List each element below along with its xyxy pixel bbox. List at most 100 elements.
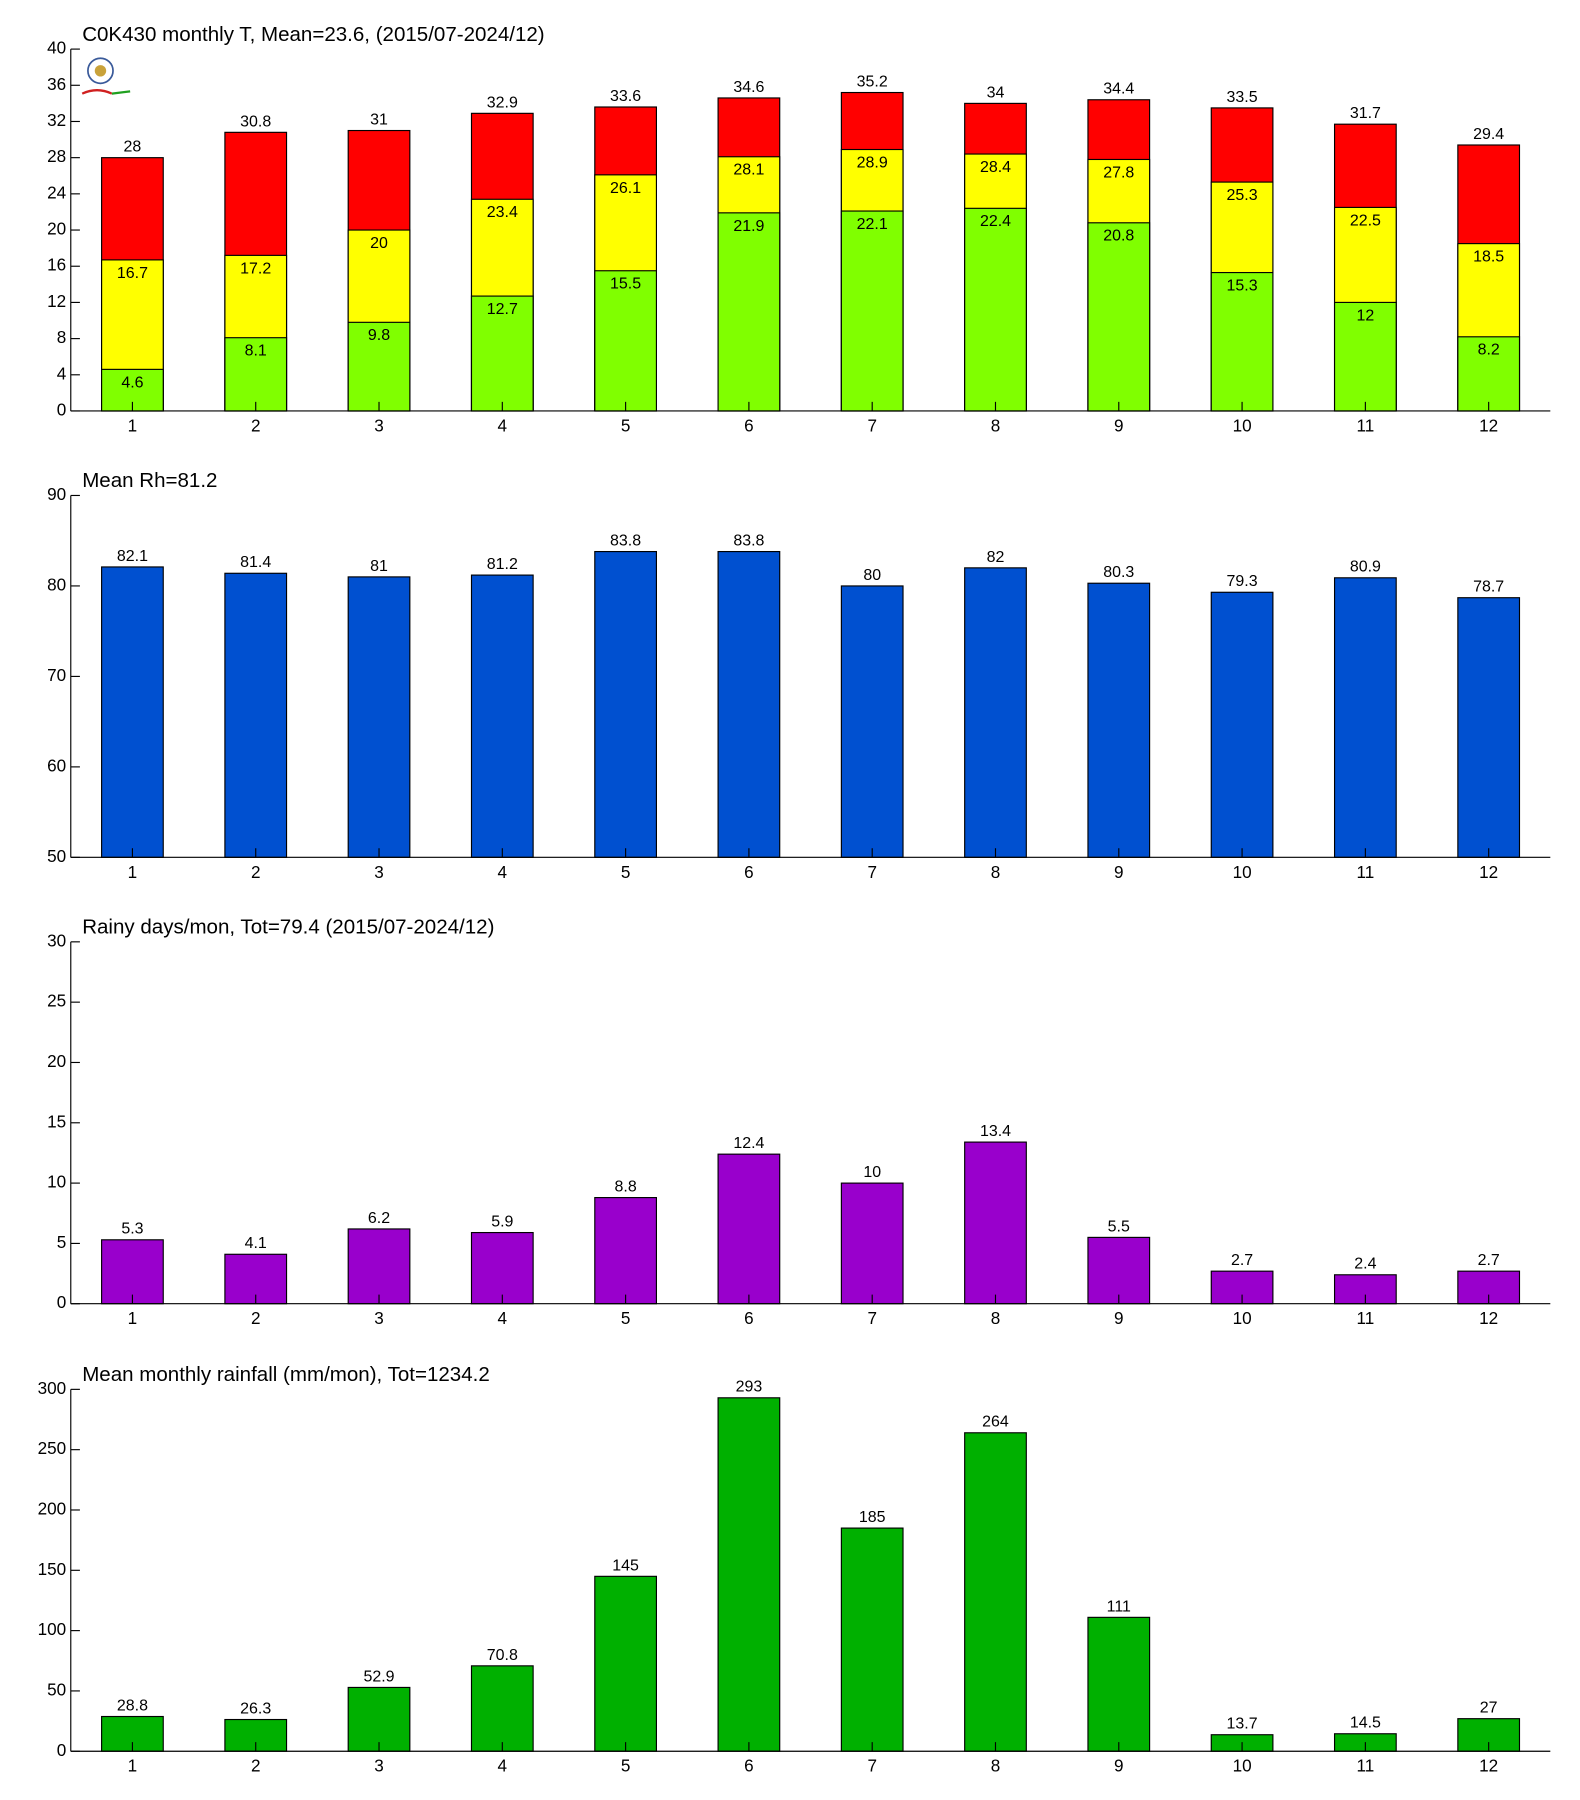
y-tick-label: 80 xyxy=(47,575,66,594)
x-tick-label: 2 xyxy=(251,863,261,882)
data-label: 2.7 xyxy=(1478,1252,1500,1269)
y-tick-label: 20 xyxy=(47,1052,66,1071)
bar xyxy=(347,321,411,412)
data-label: 35.2 xyxy=(857,73,888,90)
x-tick-label: 11 xyxy=(1356,1309,1374,1328)
x-tick-label: 10 xyxy=(1233,416,1252,435)
data-label: 81 xyxy=(370,558,388,575)
y-tick-label: 15 xyxy=(47,1112,66,1131)
bar xyxy=(470,574,534,858)
y-tick-label: 70 xyxy=(47,666,66,685)
bar xyxy=(964,567,1027,858)
x-tick-label: 9 xyxy=(1114,1309,1124,1328)
data-label: 9.8 xyxy=(368,327,390,344)
x-tick-label: 6 xyxy=(744,1309,754,1328)
data-label: 26.3 xyxy=(240,1700,271,1717)
chart-title: Mean monthly rainfall (mm/mon), Tot=1234… xyxy=(82,1363,490,1386)
x-tick-label: 12 xyxy=(1479,863,1498,882)
data-label: 81.4 xyxy=(240,554,271,571)
x-tick-label: 9 xyxy=(1114,416,1124,435)
y-tick-label: 50 xyxy=(47,847,66,866)
x-tick-label: 8 xyxy=(991,863,1001,882)
data-label: 34.4 xyxy=(1103,81,1134,98)
bar xyxy=(1457,597,1521,858)
data-label: 28.4 xyxy=(980,159,1011,176)
bar xyxy=(470,1231,534,1305)
bar xyxy=(224,337,288,412)
y-tick-label: 0 xyxy=(57,1293,67,1312)
bar xyxy=(717,1397,781,1752)
y-tick-label: 10 xyxy=(47,1173,66,1192)
data-label: 82.1 xyxy=(117,548,148,565)
data-label: 80 xyxy=(863,567,881,584)
x-tick-label: 2 xyxy=(251,1757,261,1776)
y-tick-label: 30 xyxy=(47,931,66,950)
data-label: 22.4 xyxy=(980,213,1011,230)
bar xyxy=(594,550,658,858)
bar xyxy=(101,566,164,858)
data-label: 12 xyxy=(1356,307,1374,324)
data-label: 15.3 xyxy=(1227,277,1258,294)
bar xyxy=(101,1239,164,1305)
x-tick-label: 3 xyxy=(374,416,384,435)
data-label: 80.3 xyxy=(1103,564,1134,581)
data-label: 2.4 xyxy=(1354,1256,1376,1273)
x-tick-label: 9 xyxy=(1114,1757,1124,1776)
x-tick-label: 11 xyxy=(1356,1757,1374,1776)
data-label: 31.7 xyxy=(1350,105,1381,122)
bar xyxy=(840,585,904,858)
logo-center xyxy=(94,65,107,77)
data-label: 8.2 xyxy=(1478,342,1500,359)
bar xyxy=(964,1432,1027,1752)
bar xyxy=(470,295,534,412)
data-label: 78.7 xyxy=(1473,579,1504,596)
data-label: 31 xyxy=(370,111,388,128)
bar xyxy=(1333,301,1397,412)
bar xyxy=(1087,1236,1151,1305)
y-tick-label: 0 xyxy=(57,401,67,420)
x-tick-label: 5 xyxy=(621,416,631,435)
data-label: 25.3 xyxy=(1227,187,1258,204)
y-tick-label: 250 xyxy=(38,1439,67,1458)
data-label: 83.8 xyxy=(733,533,764,550)
data-label: 83.8 xyxy=(610,533,641,550)
x-tick-label: 5 xyxy=(621,1309,631,1328)
data-label: 8.8 xyxy=(615,1179,637,1196)
y-tick-label: 16 xyxy=(47,256,66,275)
data-label: 79.3 xyxy=(1227,573,1258,590)
data-label: 17.2 xyxy=(240,260,271,277)
x-tick-label: 10 xyxy=(1233,1757,1252,1776)
data-label: 34.6 xyxy=(733,79,764,96)
y-tick-label: 8 xyxy=(57,328,67,347)
data-label: 12.4 xyxy=(733,1135,764,1152)
x-tick-label: 8 xyxy=(991,1757,1001,1776)
data-label: 145 xyxy=(612,1557,639,1574)
data-label: 80.9 xyxy=(1350,559,1381,576)
x-tick-label: 11 xyxy=(1356,863,1374,882)
x-tick-label: 4 xyxy=(498,416,508,435)
y-tick-label: 0 xyxy=(57,1741,67,1760)
y-tick-label: 36 xyxy=(47,75,66,94)
y-tick-label: 25 xyxy=(47,992,66,1011)
x-tick-label: 11 xyxy=(1356,416,1374,435)
data-label: 22.1 xyxy=(857,216,888,233)
data-label: 34 xyxy=(987,84,1005,101)
x-tick-label: 4 xyxy=(498,863,508,882)
x-tick-label: 12 xyxy=(1479,416,1498,435)
y-tick-label: 32 xyxy=(47,111,66,130)
data-label: 33.6 xyxy=(610,88,641,105)
logo xyxy=(81,57,131,95)
data-label: 111 xyxy=(1107,1598,1131,1615)
x-tick-label: 4 xyxy=(498,1309,508,1328)
x-tick-label: 2 xyxy=(251,416,261,435)
x-tick-label: 12 xyxy=(1479,1309,1498,1328)
data-label: 13.4 xyxy=(980,1123,1011,1140)
bar xyxy=(964,1141,1027,1305)
y-tick-label: 90 xyxy=(47,485,66,504)
data-label: 32.9 xyxy=(487,94,518,111)
y-tick-label: 200 xyxy=(38,1500,67,1519)
data-label: 81.2 xyxy=(487,556,518,573)
bar xyxy=(1457,336,1521,412)
